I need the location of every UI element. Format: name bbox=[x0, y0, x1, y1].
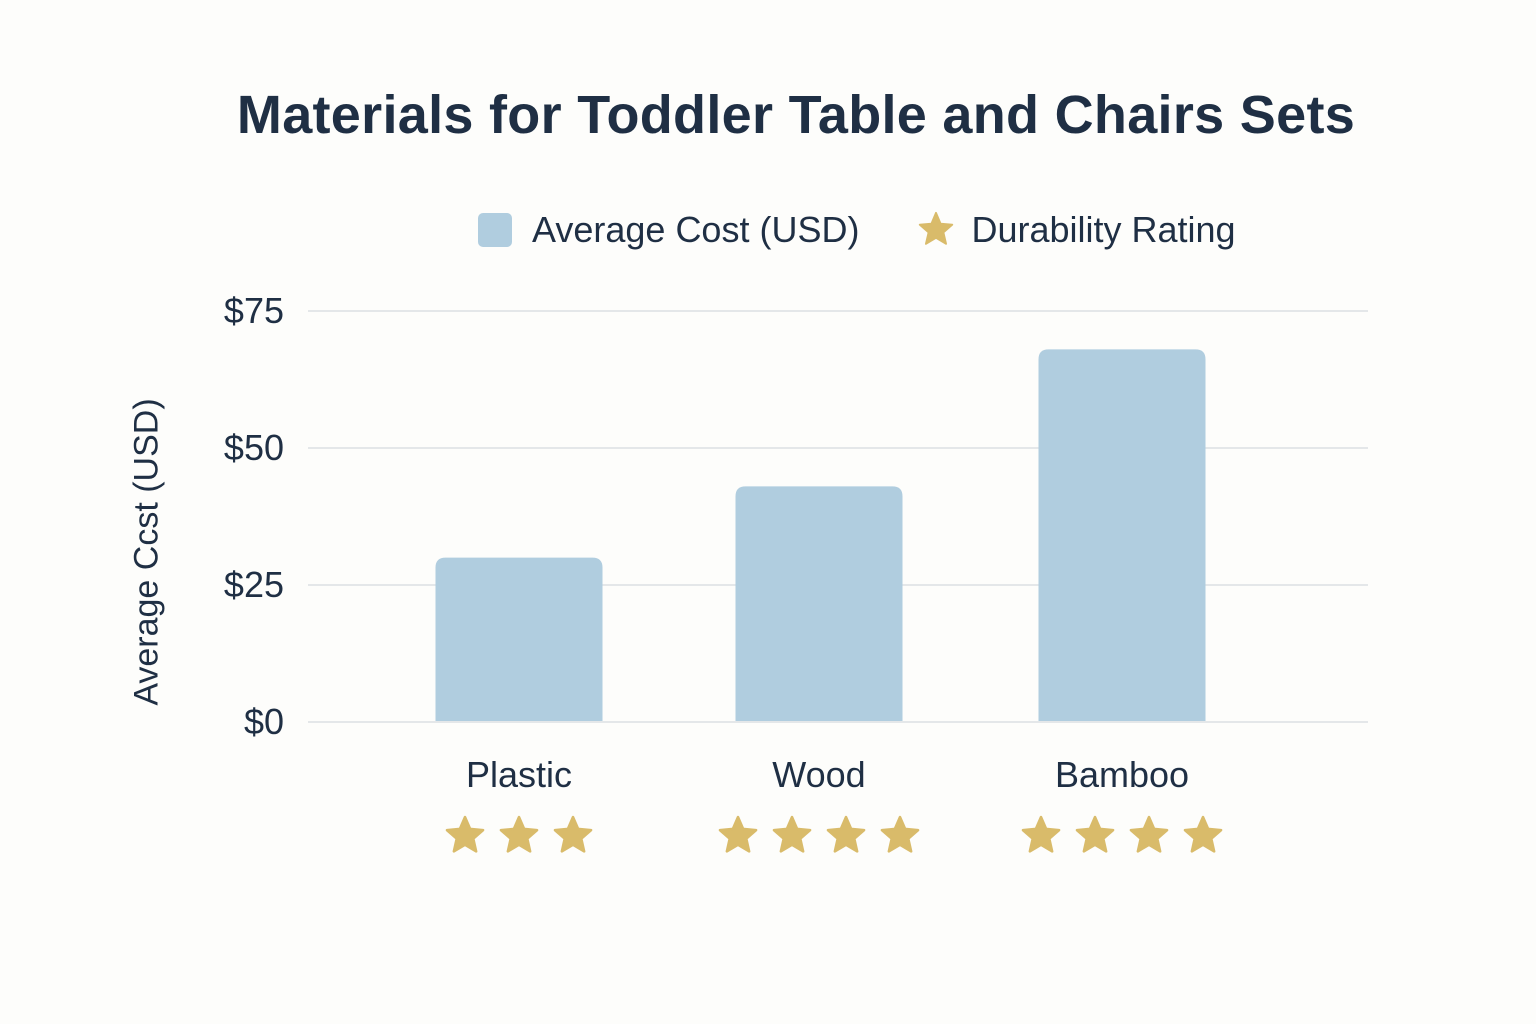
legend-item-durability: Durability Rating bbox=[917, 209, 1236, 251]
star-icon bbox=[826, 815, 866, 853]
star-icon bbox=[919, 211, 954, 245]
legend-label-durability: Durability Rating bbox=[971, 209, 1236, 250]
legend: Average Cost (USD) Durability Rating bbox=[478, 204, 1236, 256]
legend-swatch-cost bbox=[478, 213, 512, 247]
y-tick-label: $75 bbox=[224, 290, 284, 331]
bar-bamboo bbox=[1038, 349, 1206, 722]
legend-item-cost: Average Cost (USD) bbox=[478, 209, 859, 251]
star-icon bbox=[1021, 815, 1061, 853]
star-icon bbox=[772, 815, 812, 853]
star-icon bbox=[445, 815, 485, 853]
chart-title: Materials for Toddler Table and Chairs S… bbox=[236, 85, 1356, 145]
star-icon bbox=[1075, 815, 1115, 853]
bar-plastic bbox=[435, 557, 603, 722]
star-icon bbox=[1183, 815, 1223, 853]
y-tick-label: $50 bbox=[224, 427, 284, 468]
star-icon bbox=[1129, 815, 1169, 853]
x-tick-label: Bamboo bbox=[1055, 754, 1189, 795]
star-icon bbox=[718, 815, 758, 853]
bar-wood bbox=[735, 486, 903, 722]
x-tick-label: Plastic bbox=[466, 754, 572, 795]
star-icon bbox=[553, 815, 593, 853]
y-tick-label: $0 bbox=[244, 701, 284, 742]
legend-label-cost: Average Cost (USD) bbox=[532, 209, 860, 250]
x-tick-label: Wood bbox=[772, 754, 865, 795]
star-icon bbox=[880, 815, 920, 853]
star-icon bbox=[499, 815, 539, 853]
y-tick-label: $25 bbox=[224, 564, 284, 605]
